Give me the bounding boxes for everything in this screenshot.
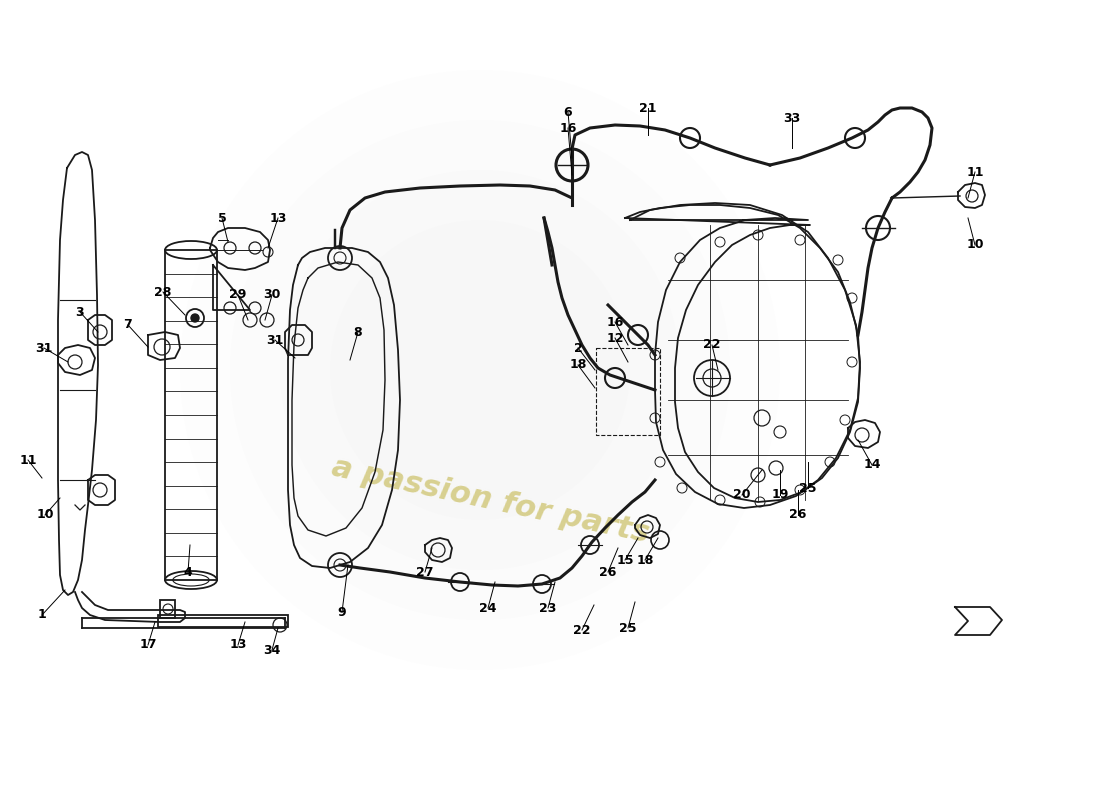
- Text: 5: 5: [218, 211, 227, 225]
- Text: 25: 25: [619, 622, 637, 634]
- Text: 8: 8: [354, 326, 362, 338]
- Text: 18: 18: [636, 554, 653, 566]
- Text: 6: 6: [563, 106, 572, 118]
- Text: 27: 27: [416, 566, 433, 578]
- Text: 26: 26: [790, 509, 806, 522]
- Text: 22: 22: [703, 338, 720, 351]
- Text: 24: 24: [480, 602, 497, 614]
- Text: 25: 25: [800, 482, 816, 494]
- Text: 31: 31: [35, 342, 53, 354]
- Text: 10: 10: [36, 509, 54, 522]
- Text: 31: 31: [266, 334, 284, 346]
- Text: 16: 16: [606, 315, 624, 329]
- Circle shape: [191, 314, 199, 322]
- Text: 11: 11: [20, 454, 36, 466]
- Text: 15: 15: [616, 554, 634, 566]
- Text: 17: 17: [140, 638, 156, 651]
- Text: 30: 30: [263, 289, 280, 302]
- Text: a passion for parts: a passion for parts: [329, 452, 651, 548]
- Bar: [165, 250, 217, 580]
- Text: 3: 3: [76, 306, 85, 318]
- Text: 21: 21: [639, 102, 657, 114]
- Text: 14: 14: [864, 458, 881, 471]
- Text: 11: 11: [966, 166, 983, 178]
- Text: 33: 33: [783, 111, 801, 125]
- Text: 28: 28: [154, 286, 172, 298]
- Text: 13: 13: [229, 638, 246, 651]
- Text: 18: 18: [570, 358, 586, 371]
- Text: 19: 19: [771, 489, 789, 502]
- Text: 7: 7: [123, 318, 132, 331]
- Text: 9: 9: [338, 606, 346, 618]
- Text: 12: 12: [606, 331, 624, 345]
- Bar: [160, 600, 175, 618]
- Text: 29: 29: [229, 289, 246, 302]
- Bar: [158, 615, 288, 627]
- Text: 1: 1: [37, 609, 46, 622]
- Text: 22: 22: [573, 623, 591, 637]
- Text: 16: 16: [559, 122, 576, 134]
- Text: 20: 20: [734, 489, 750, 502]
- Text: 23: 23: [539, 602, 557, 614]
- Text: 2: 2: [573, 342, 582, 354]
- Text: 10: 10: [966, 238, 983, 251]
- Text: 26: 26: [600, 566, 617, 578]
- Text: 4: 4: [184, 566, 192, 578]
- Text: 13: 13: [270, 211, 287, 225]
- Text: 34: 34: [263, 643, 280, 657]
